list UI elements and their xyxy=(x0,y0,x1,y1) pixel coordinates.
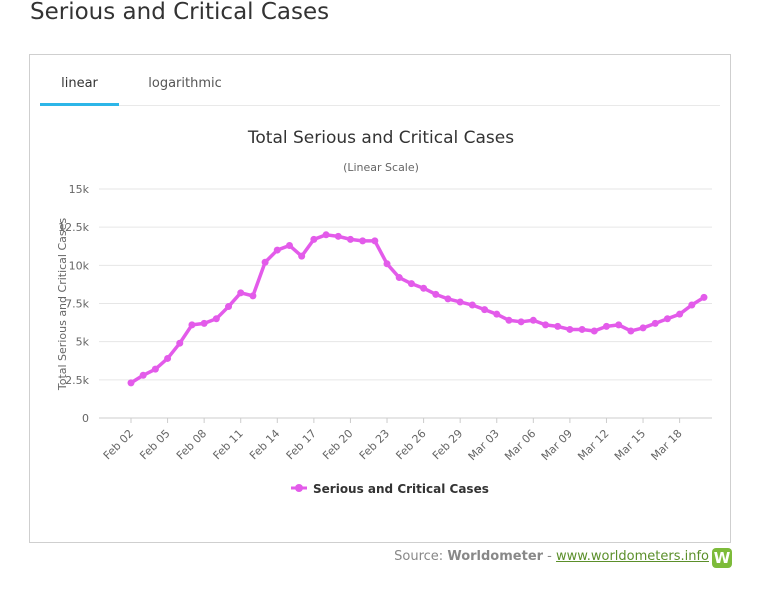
x-tick-label: Mar 18 xyxy=(648,427,684,463)
data-point xyxy=(432,290,440,298)
data-point xyxy=(407,280,415,288)
y-tick-label: 15k xyxy=(69,183,90,196)
data-point xyxy=(566,325,574,333)
legend-label: Serious and Critical Cases xyxy=(313,482,489,496)
x-tick-label: Mar 03 xyxy=(466,427,502,463)
data-point xyxy=(481,306,489,314)
x-tick-label: Feb 20 xyxy=(320,427,355,462)
data-point xyxy=(334,232,342,240)
data-point xyxy=(371,237,379,245)
data-point xyxy=(554,322,562,330)
y-axis-ticks: 0 2.5k 5k 7.5k 10k 12.5k 15k xyxy=(58,183,89,425)
x-tick-label: Mar 09 xyxy=(539,427,575,463)
data-point xyxy=(639,324,647,332)
y-tick-label: 12.5k xyxy=(58,221,89,234)
x-tick-label: Feb 02 xyxy=(101,427,136,462)
x-tick-label: Mar 12 xyxy=(575,427,611,463)
source-name: Worldometer xyxy=(447,549,544,564)
x-tick-label: Mar 15 xyxy=(612,427,648,463)
source-credit: Source: Worldometer - www.worldometers.i… xyxy=(394,549,709,564)
data-point xyxy=(651,319,659,327)
series-line xyxy=(130,233,705,385)
grid-lines xyxy=(99,188,712,419)
x-axis-ticks: Feb 02 Feb 05 Feb 08 Feb 11 Feb 14 Feb 17 Feb … xyxy=(101,418,685,463)
page-title: Serious and Critical Cases xyxy=(30,0,330,25)
source-link[interactable]: www.worldometers.info xyxy=(556,549,709,564)
tab-logarithmic[interactable]: logarithmic xyxy=(148,76,222,91)
legend-point-marker xyxy=(295,484,303,492)
chart-panel: linear logarithmic Total Serious and Cri… xyxy=(29,54,731,543)
data-point xyxy=(456,298,464,306)
data-point xyxy=(676,310,684,318)
y-tick-label: 5k xyxy=(76,336,90,349)
x-tick-label: Feb 08 xyxy=(174,427,209,462)
data-point xyxy=(151,365,159,373)
data-point xyxy=(395,274,403,282)
source-prefix: Source: xyxy=(394,549,448,564)
series-layer xyxy=(127,231,708,387)
y-tick-label: 2.5k xyxy=(65,374,89,387)
data-point xyxy=(212,315,220,323)
x-tick-label: Mar 06 xyxy=(502,427,538,463)
data-point xyxy=(261,258,269,266)
data-point xyxy=(493,310,501,318)
data-point xyxy=(273,246,281,254)
data-point xyxy=(505,316,513,324)
data-point xyxy=(468,301,476,309)
legend[interactable]: Serious and Critical Cases xyxy=(291,482,489,496)
data-point xyxy=(249,292,257,300)
data-point xyxy=(176,339,184,347)
tab-linear[interactable]: linear xyxy=(40,69,119,106)
data-point xyxy=(139,371,147,379)
data-point xyxy=(420,284,428,292)
data-point xyxy=(188,321,196,329)
data-point xyxy=(346,235,354,243)
x-tick-label: Feb 23 xyxy=(357,427,392,462)
data-point xyxy=(663,315,671,323)
data-point xyxy=(700,293,708,301)
x-tick-label: Feb 14 xyxy=(247,427,282,462)
data-point xyxy=(615,321,623,329)
data-point xyxy=(298,252,306,260)
source-separator: - xyxy=(543,549,557,564)
y-tick-label: 10k xyxy=(69,259,90,272)
data-point xyxy=(359,237,367,245)
data-point xyxy=(225,303,233,311)
chart-title: Total Serious and Critical Cases xyxy=(247,128,514,148)
line-chart: Total Serious and Critical Cases (Linear… xyxy=(56,128,712,496)
chart-subtitle: (Linear Scale) xyxy=(343,161,419,174)
data-point xyxy=(590,327,598,335)
x-tick-label: Feb 29 xyxy=(430,427,465,462)
y-axis-label: Total Serious and Critical Cases xyxy=(56,218,69,392)
scale-tabs: linear logarithmic xyxy=(40,69,720,106)
data-point xyxy=(200,319,208,327)
data-point xyxy=(688,301,696,309)
data-point xyxy=(127,379,135,387)
data-point xyxy=(322,231,330,239)
data-point xyxy=(627,327,635,335)
data-point xyxy=(237,289,245,297)
data-point xyxy=(444,295,452,303)
y-tick-label: 0 xyxy=(82,412,89,425)
x-tick-label: Feb 11 xyxy=(211,427,246,462)
data-point xyxy=(602,322,610,330)
y-tick-label: 7.5k xyxy=(65,298,89,311)
data-point xyxy=(578,325,586,333)
data-point xyxy=(517,318,525,326)
x-tick-label: Feb 26 xyxy=(393,427,428,462)
data-point xyxy=(285,241,293,249)
worldometer-logo-icon[interactable]: W xyxy=(712,548,732,568)
x-tick-label: Feb 05 xyxy=(137,427,172,462)
x-tick-label: Feb 17 xyxy=(284,427,319,462)
data-point xyxy=(164,354,172,362)
data-point xyxy=(310,235,318,243)
data-point xyxy=(383,260,391,268)
data-point xyxy=(542,321,550,329)
data-point xyxy=(529,316,537,324)
